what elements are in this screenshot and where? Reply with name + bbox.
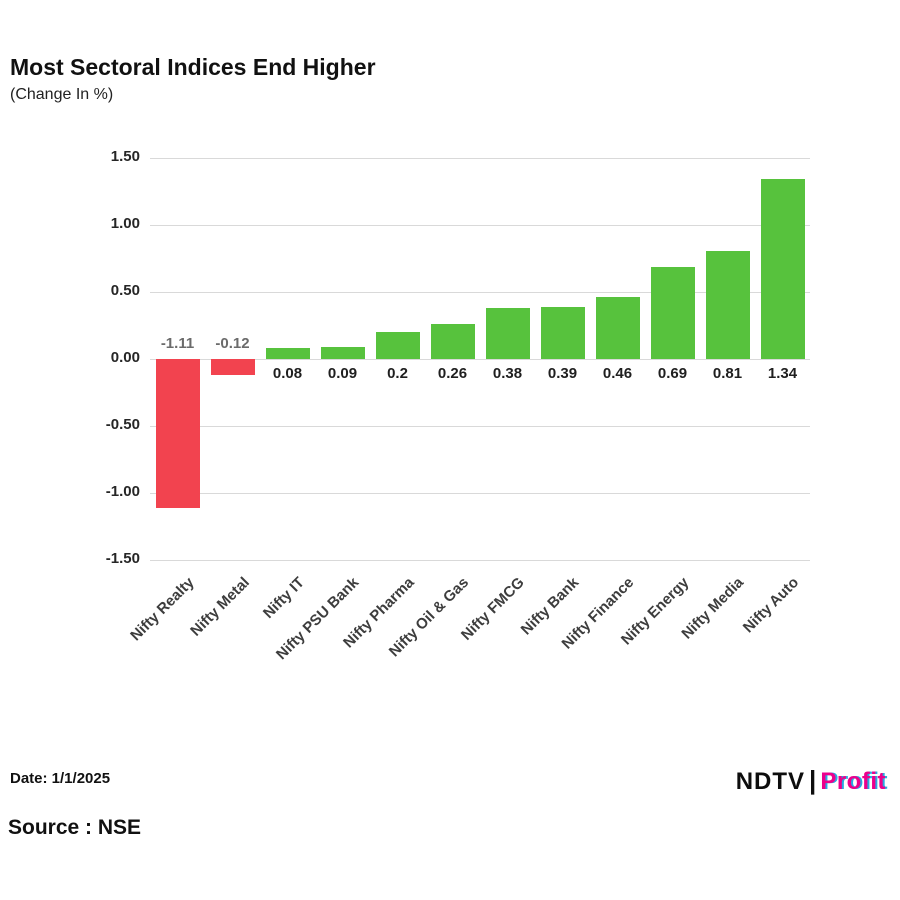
bar-nifty-it bbox=[265, 348, 310, 359]
value-label: 0.26 bbox=[437, 365, 468, 382]
gridline bbox=[150, 493, 810, 494]
bar-nifty-media bbox=[705, 250, 750, 359]
bar-nifty-finance bbox=[595, 297, 640, 359]
chart-title: Most Sectoral Indices End Higher bbox=[10, 54, 376, 80]
y-tick-label: -0.50 bbox=[105, 416, 140, 433]
value-label: 0.2 bbox=[387, 365, 408, 382]
y-tick-label: 0.50 bbox=[110, 282, 140, 299]
gridline bbox=[150, 225, 810, 226]
bar-nifty-fmcg bbox=[485, 308, 530, 359]
value-label: 0.81 bbox=[712, 365, 743, 382]
gridline bbox=[150, 560, 810, 561]
gridline bbox=[150, 158, 810, 159]
bar-nifty-metal bbox=[210, 359, 255, 376]
ndtv-profit-logo: NDTV | Profit bbox=[735, 765, 886, 796]
date-label: Date: 1/1/2025 bbox=[10, 770, 111, 787]
bar-nifty-realty bbox=[155, 359, 200, 508]
gridline bbox=[150, 426, 810, 427]
x-category-label: Nifty IT bbox=[259, 574, 308, 622]
ndtv-logo-text: NDTV bbox=[735, 768, 806, 795]
bar-nifty-bank bbox=[540, 306, 585, 359]
bar-nifty-oil-gas bbox=[430, 324, 475, 359]
value-label: 0.69 bbox=[657, 365, 688, 382]
gridline bbox=[150, 292, 810, 293]
value-label: 0.38 bbox=[492, 365, 523, 382]
y-tick-label: -1.00 bbox=[105, 483, 140, 500]
bar-nifty-auto bbox=[760, 179, 805, 359]
value-label: -0.12 bbox=[215, 335, 250, 352]
chart-subtitle: (Change In %) bbox=[10, 86, 114, 103]
x-category-label: Nifty Realty bbox=[127, 574, 198, 645]
gridline bbox=[150, 359, 810, 360]
value-label: 0.08 bbox=[272, 365, 303, 382]
y-tick-label: 0.00 bbox=[110, 349, 140, 366]
value-label: -1.11 bbox=[160, 335, 195, 352]
y-tick-label: 1.50 bbox=[110, 148, 140, 165]
value-label: 0.39 bbox=[547, 365, 578, 382]
bar-nifty-energy bbox=[650, 266, 695, 359]
logo-separator: | bbox=[809, 765, 817, 795]
x-category-label: Nifty Auto bbox=[740, 574, 803, 637]
profit-logo-text: Profit bbox=[820, 768, 886, 795]
value-label: 0.09 bbox=[327, 365, 358, 382]
bar-nifty-pharma bbox=[375, 332, 420, 359]
source-label: Source : NSE bbox=[8, 816, 142, 839]
y-tick-label: 1.00 bbox=[110, 215, 140, 232]
value-label: 0.46 bbox=[602, 365, 633, 382]
value-label: 1.34 bbox=[767, 365, 798, 382]
y-tick-label: -1.50 bbox=[105, 550, 140, 567]
bar-nifty-psu-bank bbox=[320, 346, 365, 359]
